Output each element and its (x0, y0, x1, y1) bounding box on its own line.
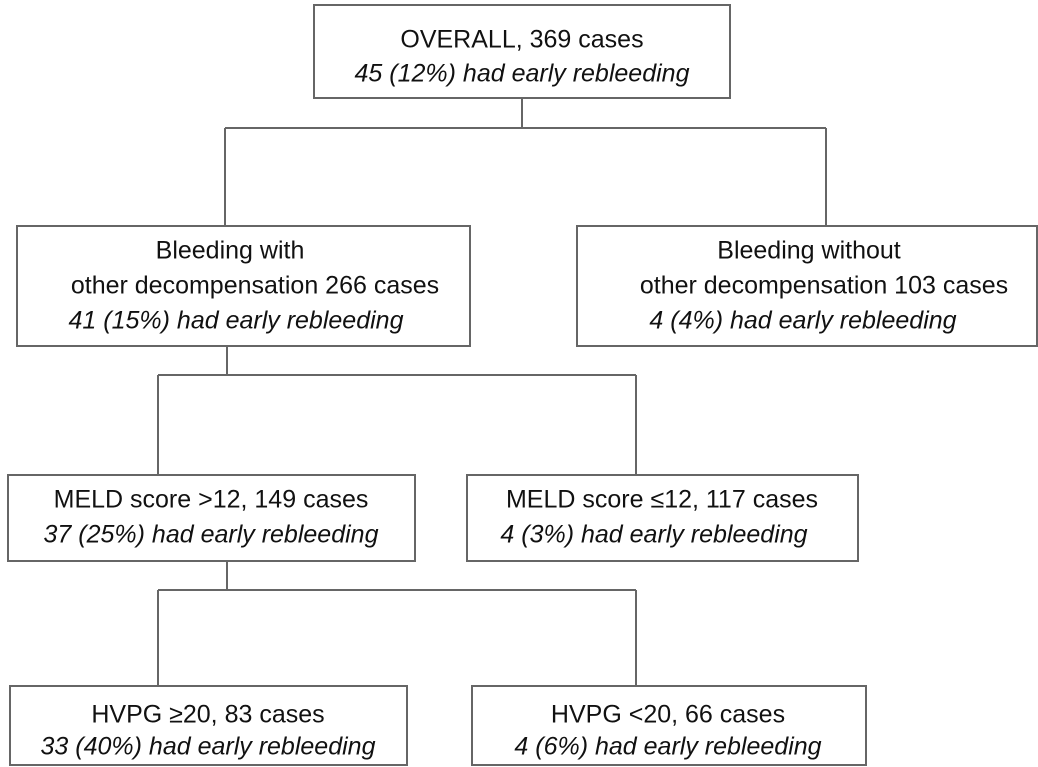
node-outcome: 33 (40%) had early rebleeding (41, 733, 376, 761)
node-box (466, 474, 859, 562)
node-outcome: 41 (15%) had early rebleeding (69, 307, 404, 335)
node-label: Bleeding without (717, 237, 901, 265)
node-label: Bleeding with (156, 237, 305, 265)
node-label: MELD score ≤12, 117 cases (506, 486, 818, 514)
node-box (576, 225, 1038, 347)
connector (157, 561, 637, 686)
node-label: other decompensation 266 cases (71, 272, 439, 300)
node-outcome: 4 (6%) had early rebleeding (514, 733, 821, 761)
node-outcome: 4 (3%) had early rebleeding (500, 521, 807, 549)
node-label: HVPG <20, 66 cases (551, 701, 785, 729)
node-outcome: 37 (25%) had early rebleeding (44, 521, 379, 549)
node-label: OVERALL, 369 cases (400, 26, 643, 54)
node-outcome: 4 (4%) had early rebleeding (649, 307, 956, 335)
node-label: MELD score >12, 149 cases (54, 486, 369, 514)
node-box (16, 225, 471, 347)
node-box (313, 4, 731, 99)
connector (157, 346, 637, 475)
node-label: other decompensation 103 cases (640, 272, 1008, 300)
node-box (471, 685, 867, 766)
node-label: HVPG ≥20, 83 cases (91, 701, 324, 729)
node-box (9, 685, 408, 766)
node-box (7, 474, 416, 562)
connector (224, 98, 827, 226)
node-outcome: 45 (12%) had early rebleeding (355, 60, 690, 88)
